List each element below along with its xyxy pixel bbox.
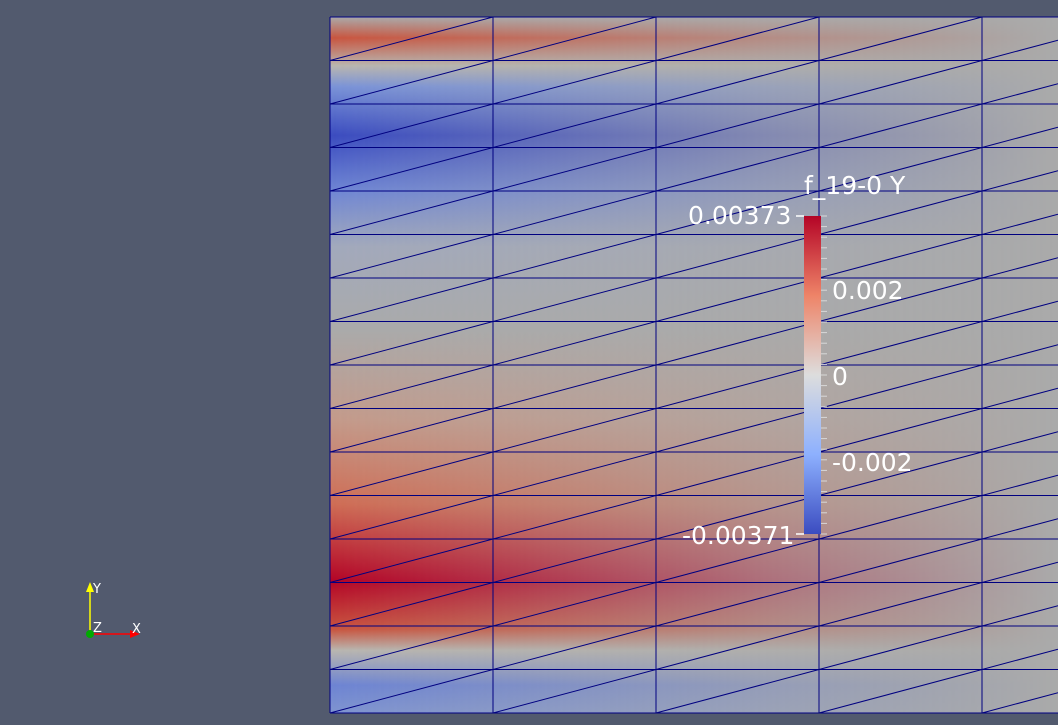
colorbar-tick-label-2: -0.002 [832, 448, 913, 477]
mesh-edge-diagonal [655, 364, 820, 409]
mesh-edge-diagonal [981, 344, 1058, 366]
mesh-edge-diagonal [329, 625, 494, 670]
mesh-edge-diagonal [655, 321, 820, 366]
mesh-edge-diagonal [981, 170, 1058, 192]
mesh-edge-diagonal [655, 538, 820, 583]
mesh-edge-diagonal [492, 408, 657, 453]
colorbar-tick-label-0: 0.002 [832, 276, 904, 305]
mesh-edge-diagonal [981, 300, 1058, 322]
mesh-edge-diagonal [981, 257, 1058, 279]
mesh-edge-diagonal [818, 408, 983, 453]
colorbar-title: f_19-0 Y [804, 171, 906, 200]
mesh-edge-diagonal [818, 538, 983, 583]
mesh-edge-diagonal [818, 277, 983, 322]
mesh-edge-diagonal [981, 213, 1058, 235]
mesh-surface[interactable] [329, 16, 1058, 714]
colorbar-max-label: 0.00373 [688, 201, 792, 230]
mesh-edge-diagonal [492, 190, 657, 235]
mesh-edge-diagonal [329, 451, 494, 496]
axis-x-label: X [132, 622, 141, 637]
mesh-edge-diagonal [818, 495, 983, 540]
mesh-edge-diagonal [655, 147, 820, 192]
mesh-edges [329, 16, 1058, 714]
mesh-edge-diagonal [655, 669, 820, 714]
mesh-edge-diagonal [329, 60, 494, 105]
mesh-edge-diagonal [492, 669, 657, 714]
mesh-edge-diagonal [329, 364, 494, 409]
mesh-edge-diagonal [329, 538, 494, 583]
mesh-edge-diagonal [981, 561, 1058, 583]
mesh-edge-diagonal [329, 582, 494, 627]
mesh-edge-diagonal [492, 277, 657, 322]
mesh-edge-diagonal [981, 648, 1058, 670]
colorbar-min-label: -0.00371 [682, 521, 795, 550]
mesh-edge-diagonal [492, 538, 657, 583]
mesh-edge-diagonal [655, 582, 820, 627]
colorbar-gradient [804, 216, 821, 534]
mesh-edge-diagonal [655, 103, 820, 148]
x-axis-arrow [130, 630, 140, 638]
mesh-edge-diagonal [655, 60, 820, 105]
mesh-edge-diagonal [818, 451, 983, 496]
mesh-edge-diagonal [655, 234, 820, 279]
mesh-edge-diagonal [981, 692, 1058, 714]
mesh-edge-diagonal [655, 408, 820, 453]
mesh-edge-diagonal [329, 16, 494, 61]
color-legend[interactable] [796, 215, 827, 535]
mesh-edge-diagonal [655, 190, 820, 235]
mesh-edge-diagonal [818, 16, 983, 61]
mesh-edge-diagonal [655, 16, 820, 61]
axis-y-label: Y [93, 582, 101, 597]
mesh-edge-diagonal [492, 16, 657, 61]
mesh-edge-diagonal [492, 147, 657, 192]
mesh-edge-diagonal [818, 147, 983, 192]
mesh-edge-diagonal [492, 582, 657, 627]
mesh-edge-diagonal [981, 83, 1058, 105]
mesh-edge-diagonal [818, 625, 983, 670]
mesh-edge-diagonal [818, 103, 983, 148]
mesh-edge-diagonal [329, 277, 494, 322]
mesh-edge-diagonal [818, 60, 983, 105]
mesh-edge-diagonal [329, 234, 494, 279]
mesh-edge-diagonal [981, 431, 1058, 453]
mesh-edge-diagonal [818, 582, 983, 627]
mesh-edge-diagonal [329, 321, 494, 366]
mesh-edge-diagonal [329, 669, 494, 714]
mesh-edge-diagonal [492, 495, 657, 540]
mesh-edge-diagonal [492, 625, 657, 670]
mesh-edge-diagonal [329, 495, 494, 540]
mesh-edge-diagonal [329, 103, 494, 148]
mesh-edge-diagonal [981, 39, 1058, 61]
mesh-edge-diagonal [492, 103, 657, 148]
mesh-edge-diagonal [655, 495, 820, 540]
mesh-edge-diagonal [981, 605, 1058, 627]
mesh-edge-diagonal [655, 451, 820, 496]
mesh-edge-diagonal [981, 126, 1058, 148]
mesh-edge-diagonal [981, 387, 1058, 409]
mesh-edge-diagonal [329, 147, 494, 192]
mesh-edge-diagonal [655, 625, 820, 670]
mesh-edge-diagonal [492, 364, 657, 409]
mesh-edge-diagonal [329, 408, 494, 453]
mesh-edge-diagonal [492, 234, 657, 279]
orientation-axes [86, 582, 140, 638]
mesh-edge-diagonal [818, 190, 983, 235]
colorbar-tick-label-1: 0 [832, 362, 848, 391]
mesh-edge-diagonal [492, 60, 657, 105]
mesh-edge-diagonal [655, 277, 820, 322]
mesh-edge-diagonal [329, 190, 494, 235]
z-axis-dot [86, 630, 94, 638]
colorbar-ticks [796, 215, 827, 535]
mesh-edge-diagonal [818, 364, 983, 409]
mesh-edge-diagonal [492, 451, 657, 496]
mesh-edge-diagonal [492, 321, 657, 366]
mesh-edge-diagonal [981, 518, 1058, 540]
mesh-edge-diagonal [818, 321, 983, 366]
mesh-edge-diagonal [818, 669, 983, 714]
axis-z-label: Z [93, 621, 102, 636]
y-axis-arrow [86, 582, 94, 592]
mesh-edge-diagonal [818, 234, 983, 279]
mesh-edge-diagonal [981, 474, 1058, 496]
